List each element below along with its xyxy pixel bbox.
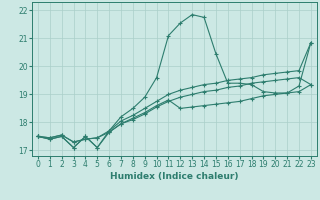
X-axis label: Humidex (Indice chaleur): Humidex (Indice chaleur) (110, 172, 239, 181)
